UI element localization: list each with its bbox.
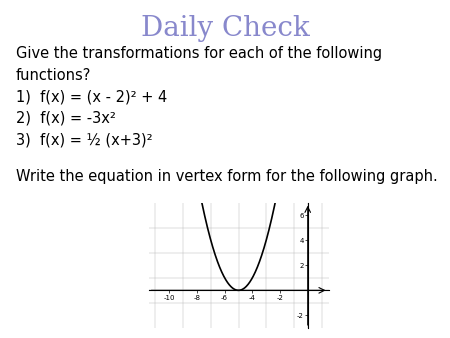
Text: 2)  f(x) = -3x²: 2) f(x) = -3x² [16,111,116,126]
Text: functions?: functions? [16,68,91,82]
Text: 3)  f(x) = ½ (x+3)²: 3) f(x) = ½ (x+3)² [16,132,153,147]
Text: 1)  f(x) = (x - 2)² + 4: 1) f(x) = (x - 2)² + 4 [16,90,167,104]
Text: Daily Check: Daily Check [140,15,310,42]
Text: Write the equation in vertex form for the following graph.: Write the equation in vertex form for th… [16,169,437,184]
Text: Give the transformations for each of the following: Give the transformations for each of the… [16,46,382,61]
